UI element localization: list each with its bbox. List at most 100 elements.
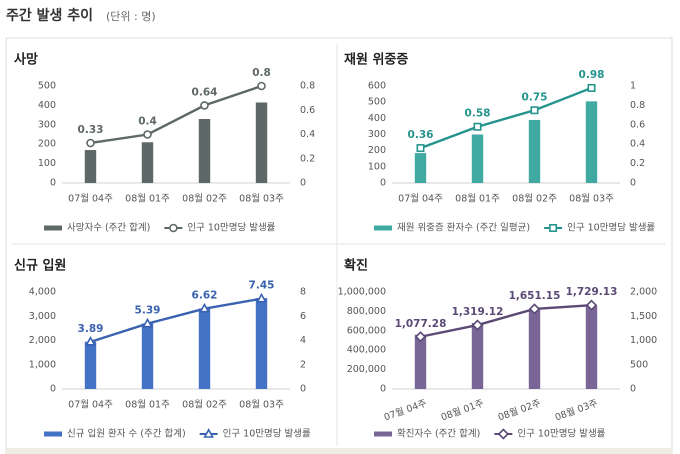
legend-label: 재원 위중증 환자수 (주간 일평균) bbox=[397, 222, 530, 234]
tick-label: 800,000 bbox=[347, 306, 386, 317]
tick-label: 0.4 bbox=[630, 139, 645, 150]
line-marker bbox=[471, 319, 484, 331]
tick-label: 0 bbox=[630, 178, 636, 189]
bar bbox=[255, 102, 268, 183]
tick-label: 2,000 bbox=[29, 335, 56, 346]
x-tick-label: 08월 02주 bbox=[182, 193, 227, 205]
panel-frame bbox=[5, 37, 673, 454]
line bbox=[90, 297, 262, 343]
bar bbox=[585, 305, 598, 389]
tick-label: 4 bbox=[300, 335, 306, 346]
legend-label: 확진자수 (주간 합계) bbox=[397, 428, 480, 440]
tick-label: 1,000 bbox=[29, 359, 56, 370]
chart-title: 사망 bbox=[14, 52, 38, 68]
tick-label: 500 bbox=[630, 359, 648, 370]
data-label: 1,319.12 bbox=[452, 306, 504, 318]
bar bbox=[528, 309, 541, 389]
data-label: 5.39 bbox=[135, 305, 161, 317]
tick-label: 100 bbox=[368, 161, 386, 172]
bar bbox=[414, 153, 427, 183]
bar bbox=[141, 142, 154, 183]
legend-label: 인구 10만명당 발생률 bbox=[517, 429, 605, 440]
data-label: 3.89 bbox=[78, 323, 104, 335]
line-marker bbox=[203, 428, 215, 438]
data-label: 0.33 bbox=[78, 124, 104, 136]
tick-label: 0 bbox=[300, 178, 306, 189]
tick-label: 600,000 bbox=[347, 325, 386, 336]
legend-label: 신규 입원 환자 수 (주간 합계) bbox=[67, 428, 186, 440]
data-label: 0.36 bbox=[408, 129, 434, 141]
x-tick-label: 08월 03주 bbox=[239, 399, 284, 411]
tick-label: 300 bbox=[368, 129, 386, 140]
legend-swatch bbox=[374, 431, 392, 437]
tick-label: 500 bbox=[368, 97, 386, 108]
x-tick-label: 08월 02주 bbox=[512, 193, 557, 205]
tick-label: 0.6 bbox=[630, 119, 645, 130]
x-tick-label: 08월 03주 bbox=[239, 193, 284, 205]
legend-label: 인구 10만명당 발생률 bbox=[223, 429, 311, 440]
tick-label: 400 bbox=[38, 100, 56, 111]
legend-label: 인구 10만명당 발생률 bbox=[187, 223, 275, 234]
legend-label: 사망자수 (주간 합계) bbox=[67, 222, 150, 234]
unit-label: (단위 : 명) bbox=[106, 10, 156, 23]
tick-label: 200 bbox=[368, 145, 386, 156]
chart-title: 신규 입원 bbox=[14, 259, 66, 274]
tick-label: 0.4 bbox=[300, 129, 315, 140]
line-marker bbox=[142, 317, 153, 328]
tick-label: 1,000,000 bbox=[338, 287, 386, 298]
data-label: 1,651.15 bbox=[509, 290, 561, 302]
legend-swatch bbox=[44, 431, 62, 437]
tick-label: 500 bbox=[38, 81, 56, 92]
data-label: 0.64 bbox=[192, 86, 218, 98]
line-marker bbox=[257, 81, 266, 91]
line-marker bbox=[587, 83, 596, 92]
data-label: 7.45 bbox=[249, 280, 275, 292]
tick-label: 0 bbox=[380, 384, 386, 395]
line-marker bbox=[497, 428, 510, 440]
tick-label: 0.2 bbox=[630, 158, 645, 169]
tick-label: 400,000 bbox=[347, 345, 386, 356]
data-label: 1,077.28 bbox=[395, 318, 447, 330]
x-tick-label: 08월 01주 bbox=[125, 399, 170, 411]
tick-label: 400 bbox=[368, 113, 386, 124]
bar bbox=[84, 150, 97, 183]
line-marker bbox=[416, 144, 425, 153]
x-tick-label: 07월 04주 bbox=[68, 399, 113, 411]
tick-label: 0.2 bbox=[300, 153, 315, 164]
tick-label: 0 bbox=[50, 384, 56, 395]
tick-label: 0 bbox=[380, 178, 386, 189]
tick-label: 0.6 bbox=[300, 105, 315, 116]
line-marker bbox=[169, 223, 178, 233]
bar bbox=[255, 298, 268, 389]
line bbox=[420, 303, 592, 338]
tick-label: 0 bbox=[300, 384, 306, 395]
tick-label: 2 bbox=[300, 359, 306, 370]
tick-label: 600 bbox=[368, 81, 386, 92]
tick-label: 300 bbox=[38, 119, 56, 130]
legend-swatch bbox=[44, 225, 62, 231]
bar bbox=[471, 323, 484, 389]
bar bbox=[414, 334, 427, 389]
x-tick-label: 08월 01주 bbox=[125, 193, 170, 205]
x-tick-label: 08월 02주 bbox=[182, 399, 227, 411]
x-tick-label: 07월 04주 bbox=[398, 193, 443, 205]
tick-label: 4,000 bbox=[29, 287, 56, 298]
tick-label: 0.8 bbox=[630, 100, 645, 111]
bar bbox=[84, 341, 97, 389]
bar bbox=[471, 134, 484, 183]
line-marker bbox=[86, 138, 95, 148]
bar bbox=[198, 308, 211, 389]
line-marker bbox=[200, 101, 209, 110]
line bbox=[420, 86, 592, 150]
line-marker bbox=[528, 303, 541, 315]
line-marker bbox=[414, 331, 427, 343]
tick-label: 2,000 bbox=[630, 287, 657, 298]
line-marker bbox=[473, 122, 482, 131]
tick-label: 3,000 bbox=[29, 311, 56, 322]
tick-label: 0.8 bbox=[300, 81, 315, 92]
line-marker bbox=[585, 299, 598, 311]
data-label: 0.98 bbox=[579, 69, 605, 81]
data-label: 1,729.13 bbox=[566, 286, 618, 298]
line-marker bbox=[199, 302, 210, 313]
chart-title: 재원 위중증 bbox=[344, 53, 408, 68]
